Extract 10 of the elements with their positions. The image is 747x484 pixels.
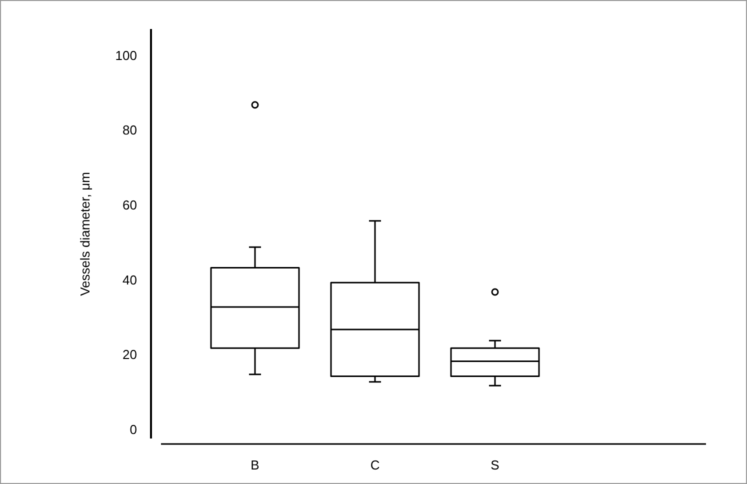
y-tick-label: 20: [122, 347, 137, 362]
y-tick-label: 60: [122, 198, 137, 213]
x-tick-label: C: [370, 458, 380, 473]
x-tick-label: S: [490, 458, 500, 473]
y-tick-label: 100: [115, 48, 137, 63]
y-tick-label: 40: [122, 272, 137, 288]
y-axis-title: Vessels diameter, μm: [77, 172, 92, 296]
y-tick-label: 80: [122, 122, 137, 138]
x-tick-label: B: [250, 458, 260, 473]
y-tick-label: 0: [130, 422, 137, 438]
